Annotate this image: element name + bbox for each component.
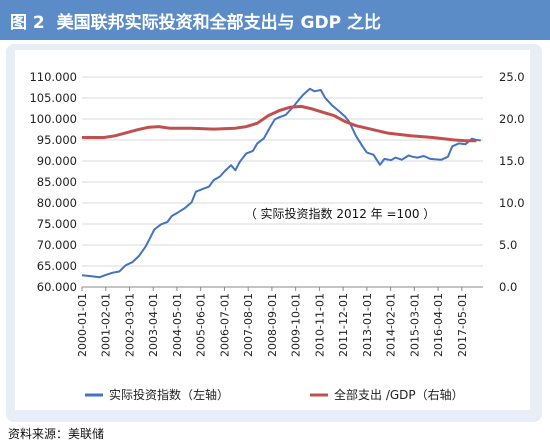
left-tick-label: 95.000 [37, 133, 77, 147]
spending-gdp-line [82, 104, 477, 143]
x-tick-label: 2013-01-01 [361, 293, 374, 357]
figure-header: 图 2 美国联邦实际投资和全部支出与 GDP 之比 [0, 0, 550, 40]
right-axis-ticks: 0.0 5.0 10.0 15.0 20.0 25.0 [499, 70, 525, 294]
x-tick-label: 2004-05-01 [171, 293, 184, 357]
left-tick-label: 75.000 [37, 217, 77, 231]
source-note: 资料来源：美联储 [8, 427, 105, 441]
left-tick-label: 110.000 [29, 70, 77, 84]
figure-label: 图 2 [10, 13, 45, 33]
right-tick-label: 20.0 [499, 112, 525, 126]
right-tick-label: 0.0 [499, 280, 517, 294]
x-tick-label: 2002-03-01 [123, 293, 136, 357]
right-tick-label: 5.0 [499, 238, 517, 252]
gridlines [82, 76, 483, 288]
left-tick-label: 80.000 [37, 196, 77, 210]
x-tick-label: 2007-08-01 [242, 293, 255, 357]
x-tick-label: 2008-09-01 [266, 293, 279, 357]
investment-index-line [81, 87, 481, 279]
left-tick-label: 70.000 [37, 238, 77, 252]
right-tick-label: 15.0 [499, 154, 525, 168]
x-tick-label: 2000-01-01 [76, 293, 89, 357]
x-tick-label: 2005-06-01 [195, 293, 208, 357]
right-tick-label: 10.0 [499, 196, 525, 210]
legend-label-investment: 实际投资指数（左轴） [109, 387, 229, 402]
legend-label-spending: 全部支出 /GDP（右轴） [334, 387, 464, 402]
left-tick-label: 85.000 [37, 175, 77, 189]
figure-title: 图 2 美国联邦实际投资和全部支出与 GDP 之比 [10, 8, 381, 33]
figure-title-text: 美国联邦实际投资和全部支出与 GDP 之比 [56, 13, 381, 33]
x-tick-label: 2015-03-01 [408, 293, 421, 357]
left-axis-ticks: 60.000 65.000 70.000 75.000 80.000 85.000 90.0… [29, 70, 77, 294]
left-tick-label: 60.000 [37, 280, 77, 294]
left-tick-label: 100.000 [29, 112, 77, 126]
series-lines [81, 87, 481, 279]
x-tick-label: 2001-02-01 [100, 293, 113, 357]
x-axis-ticks: 2000-01-01 2001-02-01 2002-03-01 2003-04-01… [76, 287, 469, 357]
x-tick-label: 2017-05-01 [456, 293, 469, 357]
left-tick-label: 105.000 [29, 91, 77, 105]
x-tick-label: 2016-04-01 [432, 293, 445, 357]
x-tick-label: 2011-12-01 [337, 293, 350, 357]
chart-legend: 实际投资指数（左轴） 全部支出 /GDP（右轴） [85, 387, 464, 402]
x-tick-label: 2014-02-01 [385, 293, 398, 357]
right-tick-label: 25.0 [499, 70, 525, 84]
chart-annotation: （ 实际投资指数 2012 年 =100 ） [245, 206, 436, 221]
x-tick-label: 2009-10-01 [290, 293, 303, 357]
x-tick-label: 2010-11-01 [313, 293, 326, 357]
x-tick-label: 2003-04-01 [147, 293, 160, 357]
plot-background [15, 50, 530, 410]
x-tick-label: 2006-07-01 [218, 293, 231, 357]
left-tick-label: 65.000 [37, 259, 77, 273]
left-tick-label: 90.000 [37, 154, 77, 168]
